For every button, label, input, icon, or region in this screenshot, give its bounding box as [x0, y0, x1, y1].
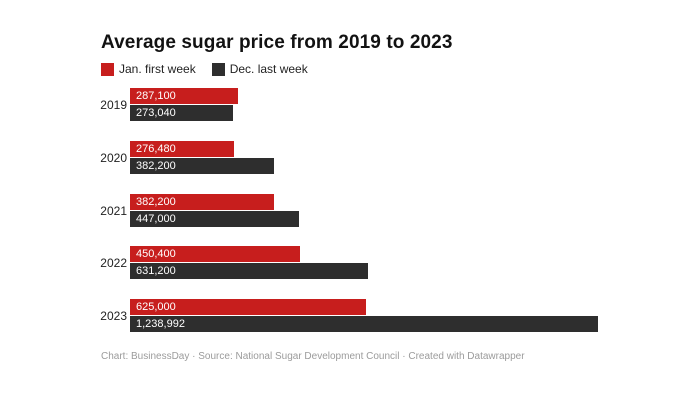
- year-label-2020: 2020: [100, 151, 127, 165]
- bar-jan-2019: 287,100: [130, 88, 238, 104]
- legend-item-jan: Jan. first week: [101, 63, 196, 76]
- bar-jan-2023: 625,000: [130, 299, 366, 315]
- year-label-2023: 2023: [100, 309, 127, 323]
- chart-title: Average sugar price from 2019 to 2023: [101, 32, 453, 53]
- bar-value-label: 382,200: [136, 196, 176, 208]
- bar-value-label: 276,480: [136, 143, 176, 155]
- bar-dec-2020: 382,200: [130, 158, 274, 174]
- bar-jan-2021: 382,200: [130, 194, 274, 210]
- bar-dec-2022: 631,200: [130, 263, 368, 279]
- bar-value-label: 1,238,992: [136, 318, 185, 330]
- bar-value-label: 273,040: [136, 107, 176, 119]
- legend: Jan. first week Dec. last week: [101, 63, 308, 76]
- legend-item-dec: Dec. last week: [211, 62, 308, 76]
- year-label-2019: 2019: [100, 98, 127, 112]
- bar-jan-2020: 276,480: [130, 141, 234, 157]
- bar-dec-2021: 447,000: [130, 211, 299, 227]
- bar-value-label: 631,200: [136, 265, 176, 277]
- legend-label-jan: Jan. first week: [119, 62, 196, 76]
- bar-value-label: 382,200: [136, 160, 176, 172]
- chart-attribution: Chart: BusinessDay · Source: National Su…: [101, 351, 525, 362]
- bar-value-label: 447,000: [136, 213, 176, 225]
- legend-label-dec: Dec. last week: [229, 62, 308, 76]
- bar-jan-2022: 450,400: [130, 246, 300, 262]
- bar-dec-2023: 1,238,992: [130, 316, 598, 332]
- bar-value-label: 287,100: [136, 90, 176, 102]
- year-label-2022: 2022: [100, 256, 127, 270]
- legend-swatch-jan-icon: [101, 63, 114, 76]
- legend-swatch-dec-icon: [211, 63, 225, 76]
- bar-value-label: 450,400: [136, 248, 176, 260]
- year-label-2021: 2021: [100, 204, 127, 218]
- bar-value-label: 625,000: [136, 301, 176, 313]
- bar-dec-2019: 273,040: [130, 105, 233, 121]
